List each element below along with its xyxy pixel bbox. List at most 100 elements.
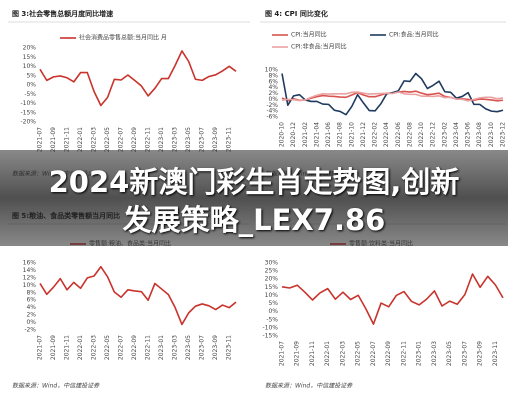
legend-label: 社会消费品零售总额:当月同比 月: [79, 34, 167, 42]
legend-label: CPI:当月同比: [291, 31, 327, 39]
y-tick-label: 5%: [268, 300, 278, 307]
y-tick-label: 10%: [265, 292, 279, 299]
y-tick-label: -15%: [20, 109, 36, 116]
y-tick-label: 6%: [268, 78, 278, 85]
x-tick-label: 2022-03: [339, 341, 346, 366]
y-tick-label: -4%: [266, 108, 278, 115]
y-tick-label: 0%: [268, 96, 278, 103]
x-tick-label: 2021-07: [37, 335, 44, 360]
x-tick-label: 2023-12: [500, 122, 507, 147]
y-tick-label: 10%: [23, 63, 37, 70]
x-tick-label: 2022-12: [430, 122, 437, 147]
x-tick-label: 2023-07: [461, 341, 468, 366]
x-tick-label: 2021-09: [294, 341, 301, 366]
x-tick-label: 2023-10: [488, 122, 495, 147]
x-tick-label: 2022-07: [370, 341, 377, 366]
banner-band: [0, 150, 508, 246]
x-tick-label: 2022-06: [395, 122, 402, 147]
y-tick-label: 12%: [23, 274, 37, 281]
x-tick-label: 2022-11: [145, 335, 152, 360]
x-tick-label: 2021-07: [37, 127, 44, 152]
y-tick-label: -5%: [24, 91, 36, 98]
y-tick-label: 15%: [23, 54, 37, 61]
x-tick-label: 2021-07: [279, 341, 286, 366]
y-tick-label: 4%: [26, 304, 36, 311]
x-tick-label: 2022-11: [145, 127, 152, 152]
y-tick-label: 14%: [23, 267, 37, 274]
x-tick-label: 2022-01: [77, 335, 84, 360]
y-tick-label: 30%: [265, 260, 279, 267]
x-tick-label: 2023-03: [431, 341, 438, 366]
x-tick-label: 2022-02: [372, 122, 379, 147]
y-tick-label: -20%: [20, 119, 36, 126]
banner-title: 2024新澳门彩生肖走势图,创新发展策略_LEX7.86: [48, 165, 460, 237]
x-tick-label: 2023-06: [465, 122, 472, 147]
y-tick-label: -6%: [266, 114, 278, 121]
x-tick-label: 2021-10: [348, 122, 355, 147]
y-tick-label: 2%: [268, 90, 278, 97]
x-tick-label: 2023-05: [446, 341, 453, 366]
x-tick-label: 2023-11: [226, 335, 233, 360]
x-tick-label: 2022-07: [118, 335, 125, 360]
x-tick-label: 2021-12: [360, 122, 367, 147]
x-tick-label: 2022-09: [131, 127, 138, 152]
x-tick-label: 2020-10: [279, 122, 286, 147]
series-line: [281, 91, 504, 102]
y-tick-label: 0%: [26, 82, 36, 89]
x-tick-label: 2023-01: [158, 335, 165, 360]
x-tick-label: 2022-05: [355, 341, 362, 366]
series-line: [281, 273, 504, 325]
x-tick-label: 2023-09: [212, 335, 219, 360]
x-tick-label: 2022-08: [406, 122, 413, 147]
x-tick-label: 2023-01: [158, 127, 165, 152]
x-tick-label: 2023-05: [185, 335, 192, 360]
legend-label: CPI:食品:当月同比: [389, 31, 439, 39]
x-tick-label: 2021-04: [313, 122, 320, 147]
y-tick-label: -2%: [24, 327, 36, 334]
y-tick-label: -10%: [20, 100, 36, 107]
source-note: 数据来源：Wind，中信建投证券: [265, 382, 353, 390]
chart-title: 图 4: CPI 同比变化: [265, 9, 328, 18]
x-tick-label: 2021-09: [50, 127, 57, 152]
x-tick-label: 2022-05: [104, 127, 111, 152]
x-tick-label: 2022-01: [324, 341, 331, 366]
x-tick-label: 2023-01: [416, 341, 423, 366]
x-tick-label: 2023-08: [476, 122, 483, 147]
x-tick-label: 2023-02: [441, 122, 448, 147]
series-line: [39, 50, 237, 107]
x-tick-label: 2022-09: [131, 335, 138, 360]
x-tick-label: 2023-09: [477, 341, 484, 366]
series-line: [39, 265, 237, 326]
x-tick-label: 2022-05: [104, 335, 111, 360]
chart-title: 图 3:社会零售总额月度同比增速: [12, 9, 113, 18]
x-tick-label: 2022-03: [91, 335, 98, 360]
y-tick-label: 10%: [23, 282, 37, 289]
y-tick-label: 6%: [26, 297, 36, 304]
y-tick-label: 8%: [268, 72, 278, 79]
y-tick-label: -2%: [266, 102, 278, 109]
source-note: 数据来源：Wind，中信建投证券: [12, 382, 100, 390]
y-tick-label: 20%: [265, 276, 279, 283]
x-tick-label: 2020-12: [290, 122, 297, 147]
y-tick-label: 16%: [23, 260, 37, 267]
x-tick-label: 2023-03: [172, 335, 179, 360]
legend-label: CPI:非食品:当月同比: [291, 43, 347, 51]
x-tick-label: 2023-11: [492, 341, 499, 366]
y-tick-label: 5%: [26, 72, 36, 79]
x-tick-label: 2021-09: [50, 335, 57, 360]
y-tick-label: -5%: [266, 316, 278, 323]
x-tick-label: 2022-11: [400, 341, 407, 366]
x-tick-label: 2022-01: [77, 127, 84, 152]
y-tick-label: -10%: [262, 324, 278, 331]
x-tick-label: 2023-04: [453, 122, 460, 147]
x-tick-label: 2023-07: [199, 127, 206, 152]
x-tick-label: 2021-11: [309, 341, 316, 366]
x-tick-label: 2022-04: [383, 122, 390, 147]
x-tick-label: 2021-11: [64, 127, 71, 152]
y-tick-label: 0%: [26, 319, 36, 326]
x-tick-label: 2021-06: [325, 122, 332, 147]
y-tick-label: 10%: [265, 67, 279, 74]
x-tick-label: 2022-09: [385, 341, 392, 366]
y-tick-label: 20%: [23, 45, 37, 52]
